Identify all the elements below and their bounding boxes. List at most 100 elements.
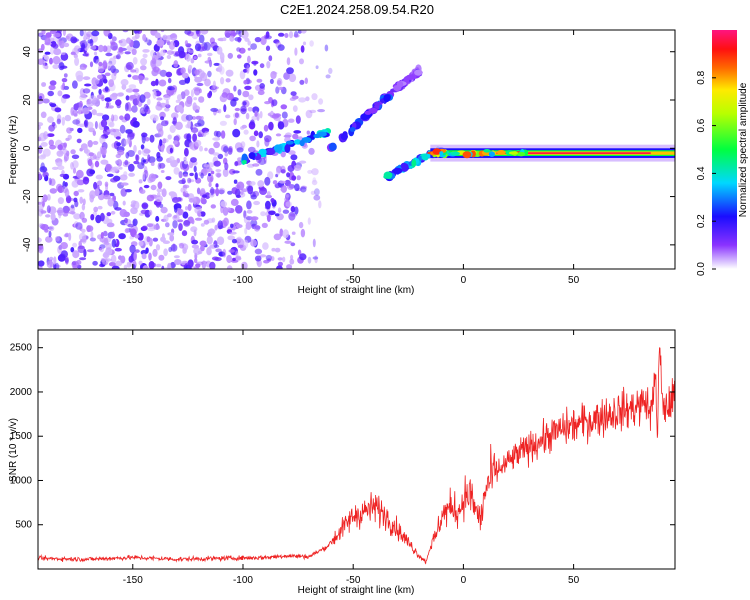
spectrogram-cell bbox=[274, 113, 281, 118]
spectrogram-cell bbox=[248, 152, 256, 160]
spectrogram-cell bbox=[49, 256, 54, 261]
spectrogram-cell bbox=[93, 181, 98, 190]
spectrogram-cell bbox=[210, 170, 215, 175]
spectrogram-cell bbox=[207, 92, 212, 99]
spectrogram-cell bbox=[168, 41, 176, 50]
spectrogram-cell bbox=[51, 166, 59, 170]
spectrogram-cell bbox=[150, 162, 155, 166]
spectrogram-cell bbox=[138, 240, 144, 247]
colorbar-label: Normalized spectral amplitude bbox=[738, 82, 749, 217]
spectrogram-cell bbox=[247, 55, 251, 64]
spectrogram-cell bbox=[225, 69, 234, 77]
spectrogram-cell bbox=[92, 140, 99, 145]
spectrogram-cell bbox=[72, 242, 78, 248]
spectrogram-cell bbox=[118, 92, 124, 97]
spectrogram-cell bbox=[57, 144, 63, 151]
spectrogram-cell bbox=[223, 104, 227, 113]
spectrogram-cell bbox=[90, 45, 97, 50]
spectrogram-cell bbox=[63, 142, 67, 148]
spectrogram-cell bbox=[270, 256, 275, 262]
spectrogram-cell bbox=[142, 49, 150, 53]
snr-marks bbox=[38, 347, 675, 565]
spectrogram-cell bbox=[57, 197, 64, 205]
spectrogram-cell bbox=[93, 56, 97, 63]
spectrogram-cell bbox=[191, 219, 195, 225]
spectrogram-cell bbox=[124, 159, 129, 166]
colorbar-tick-label: 0.8 bbox=[696, 70, 707, 84]
spectrogram-cell bbox=[52, 56, 61, 65]
spectrogram-cell bbox=[61, 116, 65, 126]
snr-ytick-label: 500 bbox=[15, 520, 32, 531]
spectrogram-cell bbox=[53, 32, 61, 38]
spectrogram-cell bbox=[38, 122, 44, 127]
spectrogram-cell bbox=[64, 232, 70, 238]
spectrogram-cell bbox=[183, 220, 191, 227]
spectrogram-cell bbox=[161, 120, 169, 127]
spectrogram-cell bbox=[247, 40, 251, 46]
spectrogram-cell bbox=[256, 140, 260, 148]
spectrogram-cell bbox=[283, 72, 290, 80]
spectrogram-cell bbox=[242, 90, 250, 98]
spectrogram-cell bbox=[158, 254, 165, 261]
spectrogram-cell bbox=[79, 94, 87, 100]
spectrogram-cell bbox=[125, 88, 134, 93]
spectrogram-cell bbox=[247, 107, 253, 112]
spectrogram-cell bbox=[163, 39, 170, 43]
spectrogram-cell bbox=[244, 85, 252, 90]
spectrogram-cell bbox=[57, 245, 63, 254]
spectrogram-cell bbox=[293, 164, 302, 171]
spectrogram-cell bbox=[89, 169, 96, 175]
spectrogram-cell bbox=[92, 260, 98, 266]
spectrogram-cell bbox=[200, 223, 205, 227]
spectrogram-cell bbox=[166, 50, 175, 55]
spectrogram-cell bbox=[96, 151, 102, 159]
spectrogram-cell bbox=[308, 147, 315, 155]
spectrogram-cell bbox=[175, 134, 181, 142]
spectrogram-cell bbox=[237, 244, 244, 249]
spectrogram-cell bbox=[237, 157, 243, 162]
colorbar-tick-label: 0.4 bbox=[696, 166, 707, 180]
spectrogram-cell bbox=[44, 51, 51, 55]
spectrogram-cell bbox=[517, 151, 526, 157]
spectrogram-cell bbox=[79, 196, 83, 204]
spectrogram-cell bbox=[51, 43, 59, 49]
spectrogram-cell bbox=[230, 98, 237, 107]
spectrogram-cell bbox=[82, 198, 86, 206]
spectrogram-cell bbox=[184, 40, 188, 46]
spectrogram-cell bbox=[91, 30, 100, 37]
spectrogram-cell bbox=[115, 260, 123, 267]
spectrogram-cell bbox=[241, 30, 249, 39]
spectrogram-cell bbox=[52, 64, 60, 70]
spectrogram-cell bbox=[279, 180, 286, 184]
spectrogram-cell bbox=[265, 31, 270, 39]
spectrogram-cell bbox=[134, 33, 140, 39]
spectrogram-cell bbox=[235, 30, 241, 35]
spectrogram-cell bbox=[309, 40, 314, 47]
spectrogram-cell bbox=[207, 52, 213, 57]
spectrogram-cell bbox=[108, 105, 114, 109]
spectrogram-cell bbox=[38, 171, 42, 181]
spectrogram-panel: -150 -100 -50 0 50 -40 -20 0 20 40 Height of stra… bbox=[8, 29, 676, 296]
spectrogram-cell bbox=[138, 179, 143, 184]
spectrogram-cell bbox=[184, 160, 189, 165]
spectrogram-cell bbox=[202, 194, 208, 198]
spectrogram-cell bbox=[49, 144, 56, 150]
spectrogram-cell bbox=[285, 201, 293, 208]
spectrogram-cell bbox=[140, 249, 148, 256]
spectrogram-cell bbox=[109, 93, 118, 101]
spectrogram-cell bbox=[264, 205, 271, 210]
spectrogram-cell bbox=[167, 262, 172, 269]
spectrogram-cell bbox=[190, 58, 195, 64]
spectrogram-cell bbox=[349, 127, 356, 133]
spectrogram-cell bbox=[199, 70, 205, 79]
spectrogram-cell bbox=[65, 195, 72, 204]
spectrogram-cell bbox=[311, 168, 319, 176]
spectrogram-cell bbox=[155, 215, 160, 222]
spectrogram-cell bbox=[266, 147, 276, 156]
spectrogram-cell bbox=[193, 56, 197, 60]
spectrogram-cell bbox=[178, 223, 183, 231]
spectrogram-cell bbox=[57, 38, 62, 46]
spectrogram-cell bbox=[65, 35, 70, 40]
spectrogram-cell bbox=[50, 46, 54, 55]
spectrogram-cell bbox=[496, 152, 651, 154]
